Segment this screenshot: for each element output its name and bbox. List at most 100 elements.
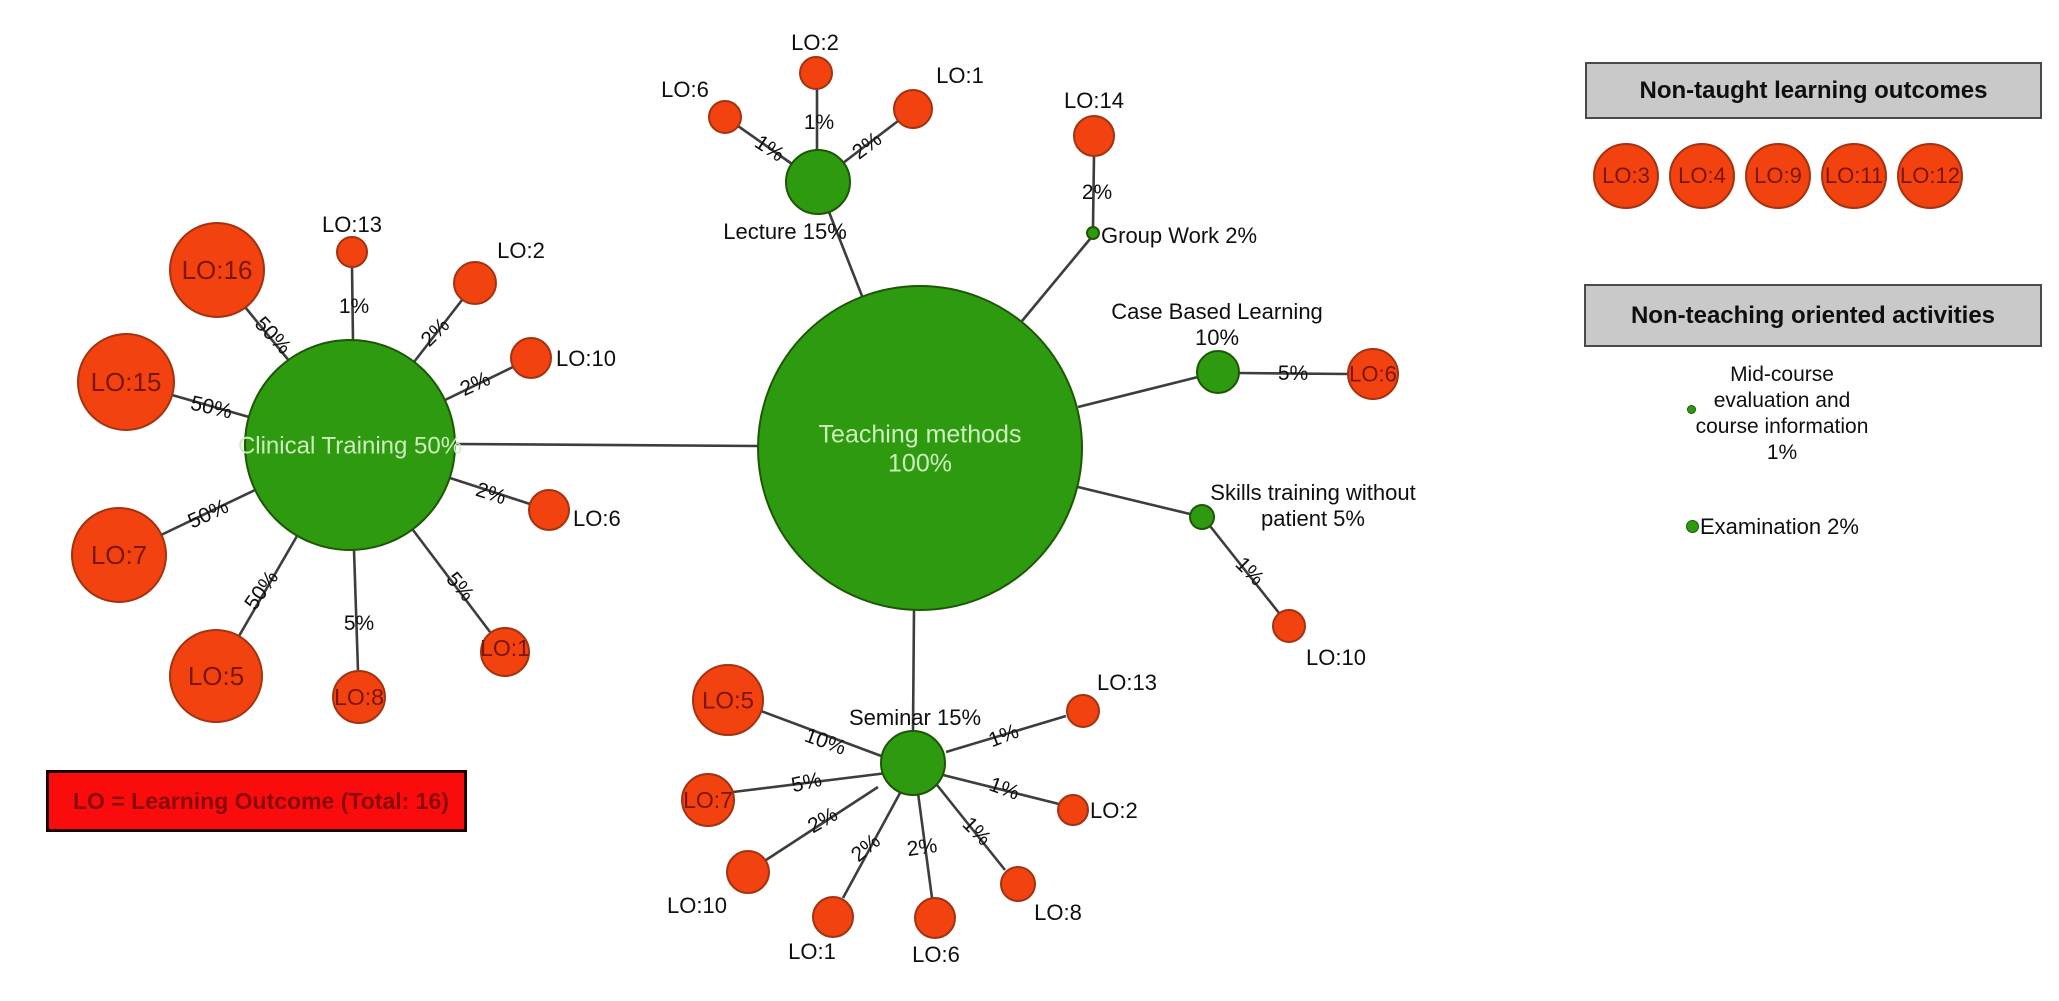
outcome-node-seminar-lo10 [726, 850, 770, 894]
mid-course-evaluation-label: Mid-course evaluation and course informati… [1659, 362, 1905, 466]
edge-line-2 [1020, 238, 1092, 322]
method-node-lecture [785, 149, 851, 215]
edge-line-16 [916, 792, 934, 899]
outcome-node-clinical-lo16 [169, 222, 265, 318]
method-node-skills-training [1189, 504, 1215, 530]
mid-course-evaluation-line: Mid-course [1730, 363, 1834, 386]
outcome-node-clinical-lo7 [71, 507, 167, 603]
outcome-node-seminar-lo1 [812, 896, 854, 938]
outcome-node-seminar-lo7-text: LO:7 [683, 787, 733, 813]
method-node-group-work [1086, 226, 1100, 240]
edge-percent-label-19: 1% [985, 720, 1022, 752]
edge-line-15 [841, 792, 902, 899]
mid-course-evaluation-line: 1% [1766, 441, 1798, 464]
outcome-node-clinical-lo15 [77, 333, 175, 431]
method-node-case-based-learning [1196, 350, 1240, 394]
non-taught-outcome-lo11: LO:11 [1821, 143, 1887, 209]
outcome-node-clinical-lo5-text: LO:5 [188, 661, 244, 691]
outcome-node-clinical-lo1-text: LO:1 [480, 635, 530, 661]
outcome-node-seminar-lo6-label: LO:6 [912, 942, 960, 967]
method-node-clinical-training-text: Clinical Training 50% [238, 432, 462, 459]
outcome-node-lecture-lo2-label: LO:2 [791, 30, 839, 55]
outcome-node-clinical-lo6 [528, 489, 570, 531]
outcome-node-seminar-lo13-label: LO:13 [1097, 670, 1157, 695]
edge-percent-label-26: 50% [184, 495, 232, 534]
method-node-seminar [880, 730, 946, 796]
non-taught-outcome-lo12: LO:12 [1897, 143, 1963, 209]
edge-line-23 [444, 365, 514, 402]
edge-line-10 [1238, 371, 1349, 376]
outcome-node-seminar-lo8-label: LO:8 [1034, 900, 1082, 925]
edge-percent-label-13: 5% [789, 768, 824, 797]
outcome-node-seminar-lo5-text: LO:5 [702, 687, 754, 714]
edge-line-7 [737, 124, 793, 166]
edge-line-1 [827, 211, 864, 297]
outcome-node-seminar-lo2-label: LO:2 [1090, 798, 1138, 823]
edge-percent-label-28: 5% [344, 612, 374, 635]
method-node-skills-training-label: Skills training without [1210, 480, 1415, 505]
edge-line-27 [237, 535, 299, 637]
outcome-node-seminar-lo10-label: LO:10 [667, 893, 727, 918]
outcome-node-seminar-lo13 [1066, 694, 1100, 728]
edge-line-4 [1077, 485, 1191, 516]
mid-course-evaluation-dot [1687, 405, 1696, 414]
lo-definition-box: LO = Learning Outcome (Total: 16) [46, 770, 467, 832]
edge-line-17 [935, 784, 1007, 871]
method-node-clinical-training [244, 339, 456, 551]
outcome-node-clinical-lo15-text: LO:15 [91, 367, 162, 397]
outcome-node-clinical-lo2 [453, 261, 497, 305]
outcome-node-clinical-lo8 [332, 670, 386, 724]
outcome-node-clinical-lo13 [336, 236, 368, 268]
outcome-node-seminar-lo7 [681, 773, 735, 827]
outcome-node-cbl-lo6 [1347, 348, 1399, 400]
examination-label: Examination 2% [1700, 514, 1859, 540]
non-taught-outcomes-title-box: Non-taught learning outcomes [1585, 62, 2042, 119]
outcome-node-seminar-lo5 [692, 664, 764, 736]
method-node-case-based-learning-label: Case Based Learning [1111, 299, 1323, 324]
edge-line-11 [1208, 525, 1281, 614]
edge-percent-label-7: 1% [751, 131, 789, 167]
outcome-node-lecture-lo6-label: LO:6 [661, 77, 709, 102]
edge-line-3 [1077, 375, 1199, 409]
outcome-node-clinical-lo1 [480, 627, 530, 677]
edge-line-18 [942, 773, 1060, 806]
edge-line-13 [732, 771, 888, 794]
outcome-node-clinical-lo7-text: LO:7 [91, 540, 147, 570]
method-node-seminar-label: Seminar 15% [849, 705, 981, 730]
edge-line-28 [352, 549, 360, 672]
outcome-node-clinical-lo13-label: LO:13 [322, 212, 382, 237]
non-taught-outcome-lo3: LO:3 [1593, 143, 1659, 209]
outcome-node-seminar-lo1-label: LO:1 [788, 939, 836, 964]
method-node-lecture-label: Lecture 15% [723, 219, 847, 244]
edge-line-29 [411, 529, 492, 633]
outcome-node-seminar-lo8 [1000, 866, 1036, 902]
outcome-node-skills-lo10 [1272, 609, 1306, 643]
edge-line-9 [1091, 155, 1096, 228]
outcome-node-seminar-lo6 [914, 897, 956, 939]
edge-percent-label-20: 50% [250, 312, 295, 358]
outcome-node-lecture-lo2 [799, 56, 833, 90]
edge-line-24 [171, 393, 250, 419]
outcome-node-clinical-lo6-label: LO:6 [573, 506, 621, 531]
mid-course-evaluation-line: course information [1695, 415, 1869, 438]
edge-percent-label-15: 2% [847, 829, 885, 866]
non-taught-outcome-lo4: LO:4 [1669, 143, 1735, 209]
edge-percent-label-9: 2% [1082, 181, 1112, 204]
outcome-node-clinical-lo8-text: LO:8 [334, 684, 384, 710]
edge-line-25 [449, 476, 531, 506]
outcome-node-cbl-lo6-text: LO:6 [1349, 362, 1397, 387]
edge-percent-label-16: 2% [905, 834, 938, 861]
method-node-group-work-label: Group Work 2% [1101, 223, 1257, 248]
edge-line-8 [842, 119, 899, 165]
edge-line-0 [454, 442, 759, 448]
edge-line-20 [243, 306, 292, 363]
lo-definition-text: LO = Learning Outcome (Total: 16) [73, 787, 449, 814]
edge-line-5 [911, 609, 916, 732]
edge-percent-label-23: 2% [457, 367, 494, 401]
non-taught-outcomes-title: Non-taught learning outcomes [1639, 76, 1988, 104]
edge-percent-label-21: 1% [339, 295, 369, 318]
outcome-node-clinical-lo10-label: LO:10 [556, 346, 616, 371]
method-node-teaching-methods-text: Teaching methods [819, 420, 1022, 448]
